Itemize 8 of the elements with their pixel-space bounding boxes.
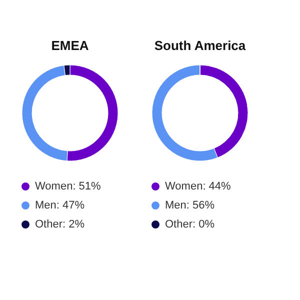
legend-label: Men: 47%	[35, 200, 85, 212]
chart-title: EMEA	[51, 38, 90, 53]
legend-label: Women: 44%	[165, 180, 232, 192]
legend-label: Other: 2%	[35, 218, 85, 230]
legend-label: Men: 56%	[165, 200, 215, 212]
legend-label: Other: 0%	[165, 218, 215, 230]
legend-label: Women: 51%	[35, 180, 102, 192]
chart-title: South America	[154, 38, 246, 53]
